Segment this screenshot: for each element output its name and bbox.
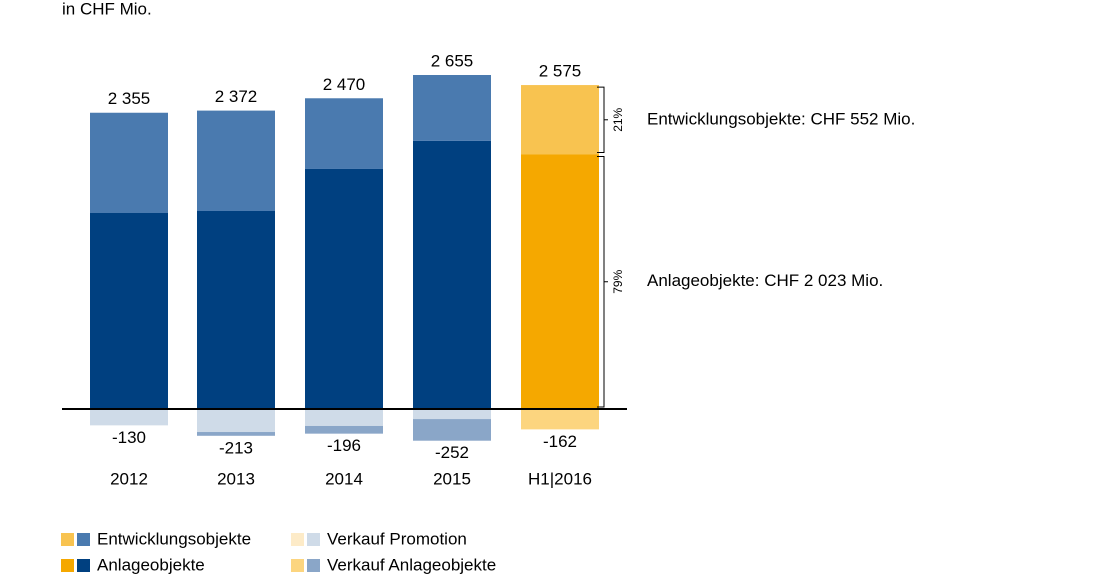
x-tick-label: 2013 (217, 469, 255, 488)
negative-total-label: -213 (219, 438, 253, 457)
x-tick-label: H1|2016 (528, 469, 592, 488)
bar-segment (413, 409, 491, 420)
bar-segment (413, 419, 491, 441)
bar-segment (305, 98, 383, 169)
legend-swatch (61, 533, 74, 546)
bar-segment (197, 110, 275, 211)
total-label: 2 655 (431, 51, 474, 70)
legend-swatch (61, 559, 74, 572)
total-label: 2 355 (108, 89, 151, 108)
legend-swatch (291, 559, 304, 572)
bar-segment (197, 409, 275, 433)
bar-segment (90, 409, 168, 426)
bar-segment (521, 409, 599, 430)
legend-swatch (77, 559, 90, 572)
bar-segment (90, 213, 168, 409)
x-tick-label: 2015 (433, 469, 471, 488)
negative-total-label: -162 (543, 432, 577, 451)
annotation-label: Anlageobjekte: CHF 2 023 Mio. (647, 271, 883, 290)
legend-swatch (291, 533, 304, 546)
bar-segment (197, 210, 275, 409)
legend-label: Verkauf Anlageobjekte (327, 555, 496, 574)
x-tick-label: 2014 (325, 469, 363, 488)
annotation-label: Entwicklungsobjekte: CHF 552 Mio. (647, 109, 915, 128)
bar-segment (521, 154, 599, 409)
bar-segment (90, 112, 168, 214)
bar-segment (197, 432, 275, 436)
legend-swatch (307, 533, 320, 546)
total-label: 2 372 (215, 87, 258, 106)
bar-segment (305, 425, 383, 434)
total-label: 2 470 (323, 75, 366, 94)
negative-total-label: -252 (435, 443, 469, 462)
bar-segment (305, 168, 383, 409)
legend-swatch (77, 533, 90, 546)
legend-swatch (307, 559, 320, 572)
legend-label: Verkauf Promotion (327, 529, 467, 548)
negative-total-label: -196 (327, 436, 361, 455)
total-label: 2 575 (539, 62, 582, 81)
x-tick-label: 2012 (110, 469, 148, 488)
negative-total-label: -130 (112, 428, 146, 447)
bar-segment (305, 409, 383, 426)
chart-subtitle: in CHF Mio. (62, 0, 152, 18)
bar-segment (521, 85, 599, 155)
legend-label: Anlageobjekte (97, 555, 205, 574)
share-label: 21% (611, 107, 625, 131)
legend-label: Entwicklungsobjekte (97, 529, 251, 548)
share-label: 79% (611, 269, 625, 293)
bar-segment (413, 75, 491, 141)
bar-segment (413, 140, 491, 409)
